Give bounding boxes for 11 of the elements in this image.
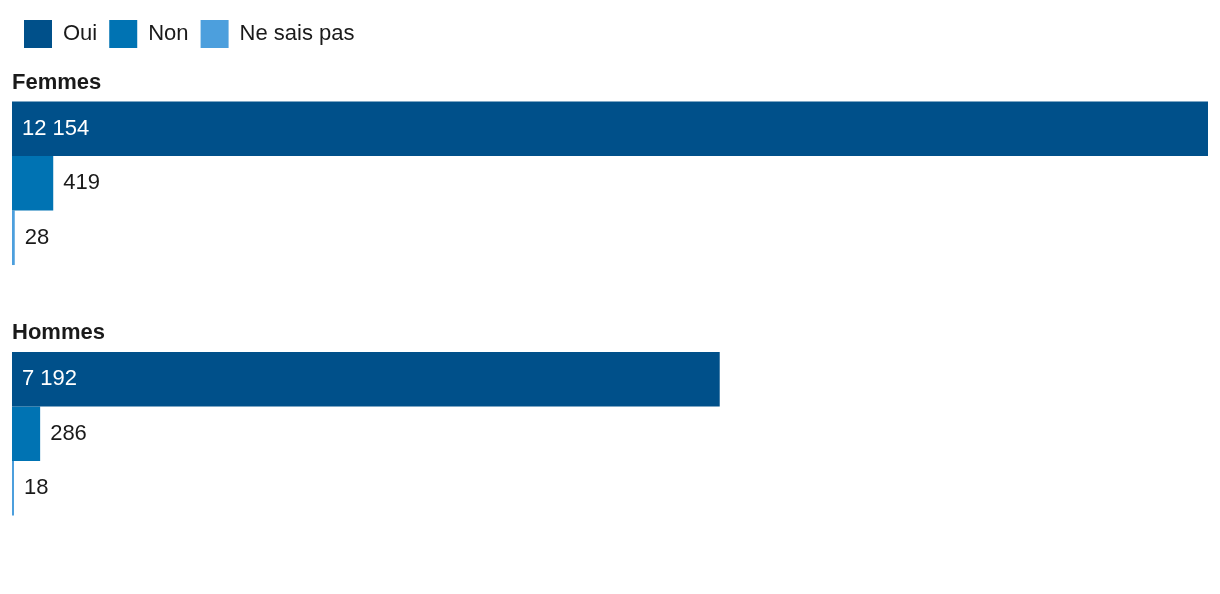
data-label: 28 <box>24 223 50 249</box>
data-label: 419 <box>63 169 100 195</box>
data-label: 18 <box>24 474 49 500</box>
legend-label: Oui <box>63 20 98 46</box>
y-tick-label: Femmes <box>12 68 102 94</box>
legend-label: Ne sais pas <box>239 20 355 46</box>
legend-label: Non <box>148 20 189 46</box>
data-label: 286 <box>50 419 87 445</box>
y-tick-label: Hommes <box>12 319 105 345</box>
data-label: 12 154 <box>22 114 90 140</box>
data-label: 7 192 <box>22 365 78 391</box>
